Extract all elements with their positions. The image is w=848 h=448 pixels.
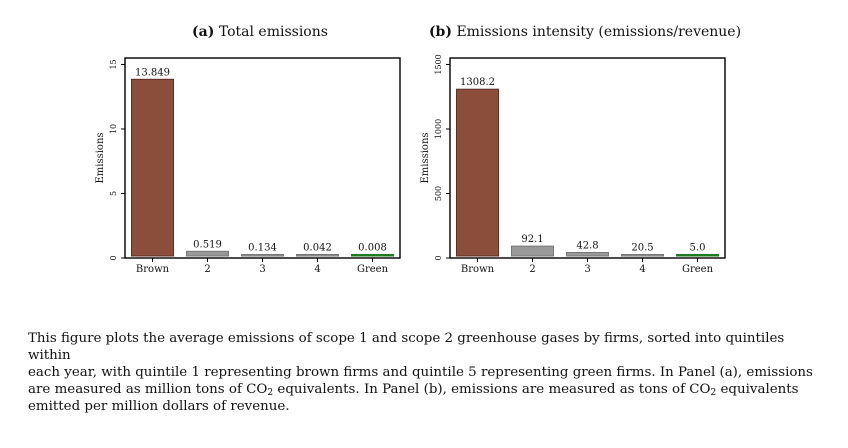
chart-a-ytick-label: 15: [109, 59, 118, 69]
panel-a-title: (a) Total emissions: [95, 24, 425, 40]
chart-b: 0 500 1000 1500 Emissions 1308.2 Brown 92.1 2 42.…: [420, 54, 726, 275]
caption-sub-2: 2: [710, 388, 717, 398]
chart-b-ytick-label: 0: [434, 255, 443, 260]
chart-a-bar: [131, 78, 174, 257]
caption-line-3b: equivalents. In Panel (b), emissions are…: [273, 382, 711, 397]
chart-a-bar-value-label: 13.849: [135, 67, 170, 78]
caption-line-2: each year, with quintile 1 representing …: [28, 365, 813, 380]
chart-a: 0 5 10 15 Emissions 13.849 Brown 0.519 2 0.134 3 0.…: [95, 57, 401, 275]
panel-a-tag: (a): [192, 24, 215, 40]
caption-sub-1: 2: [267, 388, 274, 398]
chart-a-bar-value-label: 0.134: [248, 243, 277, 254]
chart-b-bar-value-label: 92.1: [521, 234, 543, 245]
chart-b-bar-value-label: 1308.2: [460, 77, 495, 88]
panel-b-title: (b) Emissions intensity (emissions/reven…: [420, 24, 750, 40]
chart-a-bar: [296, 254, 339, 257]
chart-a-ylabel: Emissions: [95, 132, 106, 183]
chart-a-ytick-label: 0: [109, 255, 118, 260]
chart-a-bar: [186, 250, 229, 257]
caption-line-3c: equivalents: [716, 382, 799, 397]
chart-a-bar-value-label: 0.042: [303, 243, 332, 254]
chart-b-ylabel: Emissions: [420, 132, 431, 183]
chart-b-xtick-label: Green: [682, 264, 714, 275]
chart-a-bar: [241, 254, 284, 257]
caption-line-1: This figure plots the average emissions …: [28, 331, 785, 363]
chart-b-bar-value-label: 5.0: [690, 243, 706, 254]
panel-a: (a) Total emissions 0 5 10 15 Emissions 13.84…: [95, 0, 425, 290]
chart-b-bar-value-label: 20.5: [631, 243, 653, 254]
panel-a-title-text: Total emissions: [218, 24, 328, 40]
chart-b-bar: [456, 88, 499, 257]
chart-a-xtick-label: Green: [357, 264, 389, 275]
caption-line-3a: are measured as million tons of CO: [28, 382, 268, 397]
chart-a-bar-value-label: 0.008: [358, 243, 387, 254]
figure-caption: This figure plots the average emissions …: [28, 330, 828, 415]
chart-a-ytick-label: 5: [109, 191, 118, 196]
panel-b: (b) Emissions intensity (emissions/reven…: [420, 0, 750, 290]
chart-b-xtick-label: Brown: [461, 264, 495, 275]
chart-b-bar-value-label: 42.8: [576, 240, 598, 251]
chart-b-bar: [676, 254, 719, 257]
chart-a-bar-value-label: 0.519: [193, 239, 222, 250]
chart-a-xtick-label: Brown: [136, 264, 170, 275]
chart-b-xtick-label: 4: [639, 264, 645, 275]
chart-a-xtick-label: 2: [204, 264, 210, 275]
chart-a-xtick-label: 4: [314, 264, 320, 275]
chart-b-bar: [566, 251, 609, 257]
chart-b-xtick-label: 3: [584, 264, 590, 275]
chart-b-bar: [621, 254, 664, 257]
chart-a-xtick-label: 3: [259, 264, 265, 275]
chart-b-ytick-label: 1000: [434, 119, 443, 139]
caption-line-4: emitted per million dollars of revenue.: [28, 399, 290, 414]
panel-b-title-text: Emissions intensity (emissions/revenue): [456, 24, 742, 40]
chart-b-ytick-label: 500: [434, 186, 443, 201]
chart-b-ytick-label: 1500: [434, 54, 443, 74]
chart-a-bar: [351, 254, 394, 257]
panel-b-tag: (b): [428, 24, 452, 40]
chart-a-ytick-label: 10: [109, 124, 118, 134]
chart-b-xtick-label: 2: [529, 264, 535, 275]
chart-b-bar: [511, 245, 554, 257]
